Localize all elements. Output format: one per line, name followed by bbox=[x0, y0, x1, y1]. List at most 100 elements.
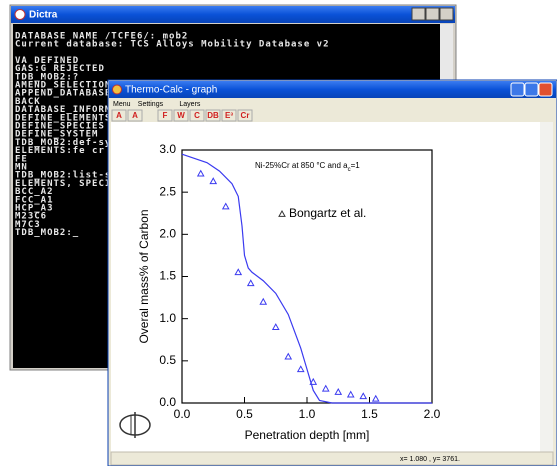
maximize-button[interactable] bbox=[425, 7, 440, 21]
legend-marker bbox=[278, 209, 286, 217]
y-tick-label: 3.0 bbox=[159, 142, 176, 156]
console-line: TDB_MOB2:? bbox=[15, 72, 79, 82]
window-title: Thermo-Calc - graph bbox=[125, 85, 217, 96]
title-bar bbox=[11, 6, 455, 23]
console-line: BCC_A2 bbox=[15, 187, 54, 197]
annotation-subscript: c bbox=[348, 167, 351, 173]
x-tick-label: 0.5 bbox=[236, 407, 253, 421]
window-title: Dictra bbox=[29, 10, 58, 21]
annotation: Ni-25%Cr at 850 °C and ac=1 bbox=[255, 161, 360, 172]
data-point bbox=[221, 202, 230, 210]
console-line: MN bbox=[15, 163, 28, 173]
toolbar-button[interactable] bbox=[237, 109, 253, 122]
menu-item[interactable]: Settings bbox=[138, 101, 164, 108]
data-point bbox=[259, 297, 268, 305]
x-tick-label: 2.0 bbox=[424, 407, 441, 421]
status-bar bbox=[110, 451, 554, 466]
console-line: DATABASE_INFORMA bbox=[15, 105, 118, 115]
data-point bbox=[346, 390, 355, 398]
minimize-button[interactable] bbox=[411, 7, 426, 21]
annotation-suffix: =1 bbox=[351, 161, 361, 170]
data-point bbox=[371, 394, 380, 402]
toolbar-label[interactable]: F bbox=[163, 111, 168, 120]
toolbar-button[interactable] bbox=[127, 109, 143, 122]
minimize-button[interactable] bbox=[510, 82, 525, 97]
console-line: DATABASE NAME /TCFE6/: mob2 bbox=[15, 32, 188, 42]
console-line: TDB_MOB2:def-sys bbox=[15, 138, 118, 148]
y-axis-label: Overal mass% of Carbon bbox=[137, 209, 151, 343]
console-line: DEFINE_ELEMENTS bbox=[15, 113, 111, 123]
toolbar-label[interactable]: W bbox=[177, 111, 185, 120]
data-point bbox=[234, 268, 243, 276]
console-line: DEFINE_SPECIES bbox=[15, 122, 105, 132]
y-tick-label: 2.0 bbox=[159, 227, 176, 241]
data-point bbox=[321, 384, 330, 392]
y-tick-label: 0.0 bbox=[159, 395, 176, 409]
console-line: FE bbox=[15, 154, 28, 164]
data-point bbox=[296, 365, 305, 373]
data-point bbox=[309, 377, 318, 385]
console-line: DEFINE_SYSTEM bbox=[15, 130, 98, 140]
toolbar-label[interactable]: A bbox=[132, 111, 138, 120]
app-icon bbox=[112, 84, 122, 95]
console-line: FCC_A1 bbox=[15, 195, 54, 205]
y-tick-label: 1.0 bbox=[159, 311, 176, 325]
legend-label: Bongartz et al. bbox=[289, 206, 366, 220]
data-point bbox=[209, 177, 218, 185]
title-bar bbox=[109, 81, 556, 98]
toolbar-button[interactable] bbox=[189, 109, 205, 122]
console-line: TDB_MOB2:_ bbox=[15, 228, 79, 238]
toolbar-button[interactable] bbox=[111, 109, 127, 122]
line-series bbox=[181, 153, 432, 404]
console-line: BACK bbox=[15, 97, 41, 107]
toolbar-label[interactable]: DB bbox=[207, 111, 219, 120]
x-tick-label: 1.5 bbox=[361, 407, 378, 421]
console-line: Current database: TCS Alloys Mobility Da… bbox=[15, 39, 330, 50]
app-icon bbox=[14, 9, 26, 20]
menu-item[interactable]: Menu bbox=[113, 101, 131, 108]
console-line: M23C6 bbox=[15, 212, 47, 222]
toolbar-label[interactable]: Cr bbox=[241, 111, 250, 120]
data-point bbox=[196, 169, 205, 177]
toolbar: A A F W C DB E³ Cr bbox=[111, 109, 253, 122]
y-tick-label: 2.5 bbox=[159, 184, 176, 198]
logo bbox=[119, 412, 151, 438]
x-axis-label: Penetration depth [mm] bbox=[245, 428, 370, 442]
data-point bbox=[271, 323, 280, 330]
data-point bbox=[359, 392, 368, 400]
console-line: TDB_MOB2:list-sys bbox=[15, 170, 124, 181]
chart: 0.0 0.5 1.0 1.5 2.0 0.0 0.5 1.0 1.5 2.0 2.5 3.0 Pene… bbox=[137, 142, 440, 442]
toolbar-button[interactable] bbox=[205, 109, 221, 122]
console-line: AMEND_SELECTION bbox=[15, 81, 111, 91]
console-line: ELEMENTS, SPECIES bbox=[15, 179, 124, 189]
y-tick-label: 0.5 bbox=[159, 353, 176, 367]
close-button[interactable] bbox=[439, 7, 454, 21]
toolbar-label[interactable]: A bbox=[116, 111, 122, 120]
toolbar-button[interactable] bbox=[157, 109, 173, 122]
console-line: GAS:G REJECTED bbox=[15, 64, 105, 74]
console-line: APPEND_DATABASE bbox=[15, 89, 111, 99]
toolbar-button[interactable] bbox=[221, 109, 237, 122]
status-text: x= 1.080 , y= 3761. bbox=[400, 456, 460, 463]
console-line: HCP_A3 bbox=[15, 204, 54, 214]
scrollbar[interactable] bbox=[540, 122, 553, 452]
toolbar-label[interactable]: C bbox=[194, 111, 200, 120]
console-line: VA DEFINED bbox=[15, 56, 79, 66]
console-line: ELEMENTS:fe cr c bbox=[15, 146, 118, 156]
annotation-text: Ni-25%Cr at 850 °C and a bbox=[255, 161, 348, 170]
y-tick-label: 1.5 bbox=[159, 269, 176, 283]
menu-item[interactable]: Layers bbox=[179, 101, 201, 108]
maximize-button[interactable] bbox=[524, 82, 539, 97]
data-point bbox=[284, 352, 293, 360]
console-line: M7C3 bbox=[15, 220, 41, 230]
data-point bbox=[334, 388, 343, 395]
graph-window: Thermo-Calc - graph Menu Settings Layers A… bbox=[107, 79, 557, 466]
toolbar-label[interactable]: E³ bbox=[225, 111, 233, 120]
data-point bbox=[246, 279, 255, 287]
x-tick-label: 1.0 bbox=[299, 407, 316, 421]
close-button[interactable] bbox=[538, 82, 553, 97]
toolbar-button[interactable] bbox=[173, 109, 189, 122]
x-tick-label: 0.0 bbox=[174, 407, 191, 421]
